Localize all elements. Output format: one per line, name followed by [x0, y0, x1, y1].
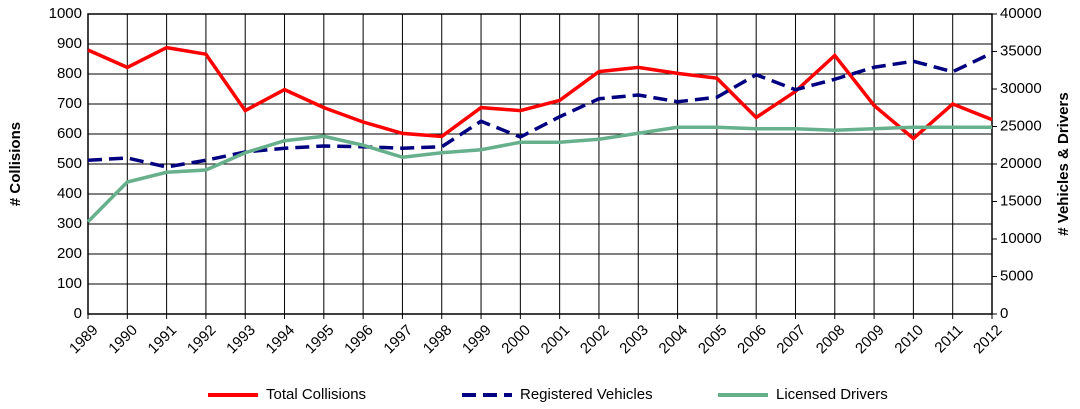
- y2-tick-label: 20000: [1000, 155, 1042, 172]
- y2-tick-label: 5000: [1000, 267, 1033, 284]
- x-tick-label: 1997: [380, 322, 416, 358]
- y2-tick-label: 40000: [1000, 5, 1042, 22]
- x-tick-label: 1999: [459, 322, 495, 358]
- series-line: [87, 51, 993, 169]
- y-tick-label: 600: [57, 125, 82, 142]
- y-tick-label: 100: [57, 275, 82, 292]
- y2-tick-label: 0: [1000, 305, 1008, 322]
- y-tick-label: 700: [57, 95, 82, 112]
- x-tick-label: 1990: [105, 322, 141, 358]
- plot-frame: [87, 13, 993, 315]
- x-tick-label: 2000: [498, 322, 534, 358]
- y2-tick-label: 10000: [1000, 230, 1042, 247]
- x-tick-label: 2002: [577, 322, 613, 358]
- x-tick-label: 1993: [223, 322, 259, 358]
- x-tick-label: 1991: [145, 322, 181, 358]
- x-tick-label: 2006: [734, 322, 770, 358]
- y-tick-label: 300: [57, 215, 82, 232]
- y-tick-label: 0: [74, 305, 82, 322]
- y-tick-label: 800: [57, 65, 82, 82]
- x-tick-label: 1992: [184, 322, 220, 358]
- y2-tick-label: 35000: [1000, 42, 1042, 59]
- y-tick-label: 900: [57, 35, 82, 52]
- y2-tick-label: 25000: [1000, 117, 1042, 134]
- y-axis-title: # Collisions: [7, 122, 24, 206]
- legend-label: Licensed Drivers: [776, 386, 888, 403]
- x-tick-label: 2001: [538, 322, 574, 358]
- y-tick-label: 400: [57, 185, 82, 202]
- x-tick-label: 2012: [970, 322, 1006, 358]
- y2-tick-label: 15000: [1000, 192, 1042, 209]
- y-tick-label: 200: [57, 245, 82, 262]
- series-line: [86, 125, 992, 223]
- legend-label: Registered Vehicles: [520, 386, 653, 403]
- x-tick-label: 2008: [813, 322, 849, 358]
- x-tick-label: 2005: [695, 322, 731, 358]
- x-tick-label: 2010: [891, 322, 927, 358]
- y-tick-label: 1000: [49, 5, 82, 22]
- x-tick-label: 1996: [341, 322, 377, 358]
- x-tick-label: 1995: [302, 322, 338, 358]
- y2-tick-label: 30000: [1000, 80, 1042, 97]
- x-tick-label: 2003: [616, 322, 652, 358]
- y-tick-label: 500: [57, 155, 82, 172]
- x-tick-label: 2007: [773, 322, 809, 358]
- x-tick-label: 2009: [852, 322, 888, 358]
- series-line: [87, 45, 993, 141]
- y2-axis-title: # Vehicles & Drivers: [1055, 92, 1072, 235]
- x-tick-label: 2011: [931, 322, 966, 357]
- x-tick-label: 2004: [656, 322, 692, 358]
- legend-label: Total Collisions: [266, 386, 366, 403]
- x-tick-label: 1994: [263, 322, 299, 358]
- x-tick-label: 1998: [420, 322, 456, 358]
- x-tick-label: 1989: [66, 322, 102, 358]
